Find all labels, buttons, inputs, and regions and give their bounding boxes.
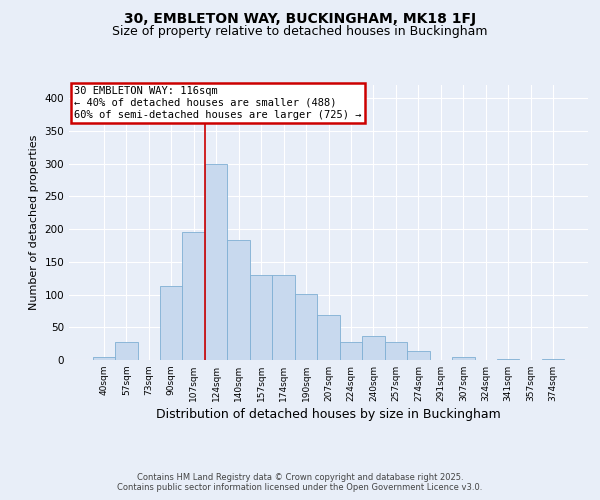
Bar [250, 275, 272, 360]
Bar [205, 164, 227, 360]
Bar [272, 275, 295, 360]
X-axis label: Distribution of detached houses by size in Buckingham: Distribution of detached houses by size … [156, 408, 501, 421]
Bar [92, 356, 115, 360]
Bar [227, 240, 250, 360]
Bar [497, 358, 520, 360]
Y-axis label: Number of detached properties: Number of detached properties [29, 135, 39, 310]
Bar [452, 356, 475, 360]
Bar [115, 342, 137, 360]
Bar [340, 342, 362, 360]
Text: 30 EMBLETON WAY: 116sqm
← 40% of detached houses are smaller (488)
60% of semi-d: 30 EMBLETON WAY: 116sqm ← 40% of detache… [74, 86, 362, 120]
Bar [385, 342, 407, 360]
Bar [295, 294, 317, 360]
Text: 30, EMBLETON WAY, BUCKINGHAM, MK18 1FJ: 30, EMBLETON WAY, BUCKINGHAM, MK18 1FJ [124, 12, 476, 26]
Text: Contains HM Land Registry data © Crown copyright and database right 2025.
Contai: Contains HM Land Registry data © Crown c… [118, 473, 482, 492]
Bar [182, 232, 205, 360]
Text: Size of property relative to detached houses in Buckingham: Size of property relative to detached ho… [112, 25, 488, 38]
Bar [362, 336, 385, 360]
Bar [160, 286, 182, 360]
Bar [407, 351, 430, 360]
Bar [542, 358, 565, 360]
Bar [317, 316, 340, 360]
